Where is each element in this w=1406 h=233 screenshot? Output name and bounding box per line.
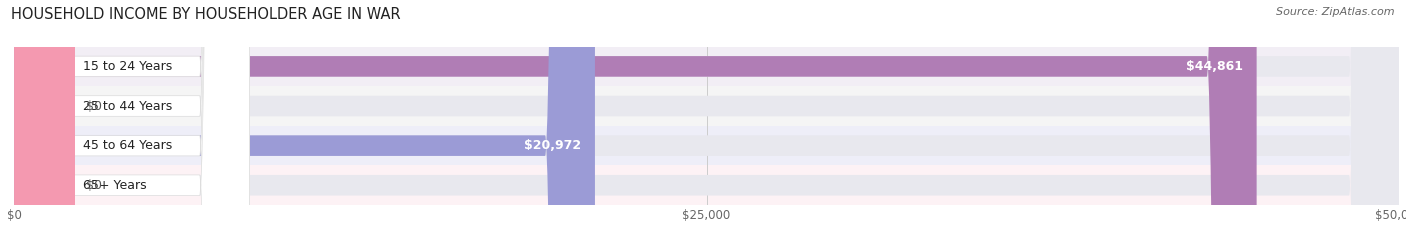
FancyBboxPatch shape (14, 0, 249, 233)
FancyBboxPatch shape (14, 0, 75, 233)
Bar (14, 165, 1399, 205)
FancyBboxPatch shape (14, 0, 75, 233)
FancyBboxPatch shape (14, 0, 1257, 233)
Text: $0: $0 (86, 179, 103, 192)
Bar (14, 47, 1399, 86)
FancyBboxPatch shape (14, 0, 1399, 233)
Text: 15 to 24 Years: 15 to 24 Years (83, 60, 173, 73)
FancyBboxPatch shape (14, 0, 1399, 233)
FancyBboxPatch shape (14, 0, 1399, 233)
FancyBboxPatch shape (14, 0, 249, 233)
FancyBboxPatch shape (14, 0, 249, 233)
FancyBboxPatch shape (14, 0, 75, 233)
Text: $20,972: $20,972 (524, 139, 581, 152)
FancyBboxPatch shape (14, 0, 75, 233)
Text: 25 to 44 Years: 25 to 44 Years (83, 99, 173, 113)
Bar (14, 86, 1399, 126)
Text: $0: $0 (86, 99, 103, 113)
Text: $44,861: $44,861 (1185, 60, 1243, 73)
FancyBboxPatch shape (14, 0, 249, 233)
Text: Source: ZipAtlas.com: Source: ZipAtlas.com (1277, 7, 1395, 17)
Text: 65+ Years: 65+ Years (83, 179, 148, 192)
FancyBboxPatch shape (14, 0, 595, 233)
Text: 45 to 64 Years: 45 to 64 Years (83, 139, 173, 152)
Bar (14, 126, 1399, 165)
Text: HOUSEHOLD INCOME BY HOUSEHOLDER AGE IN WAR: HOUSEHOLD INCOME BY HOUSEHOLDER AGE IN W… (11, 7, 401, 22)
FancyBboxPatch shape (14, 0, 1399, 233)
